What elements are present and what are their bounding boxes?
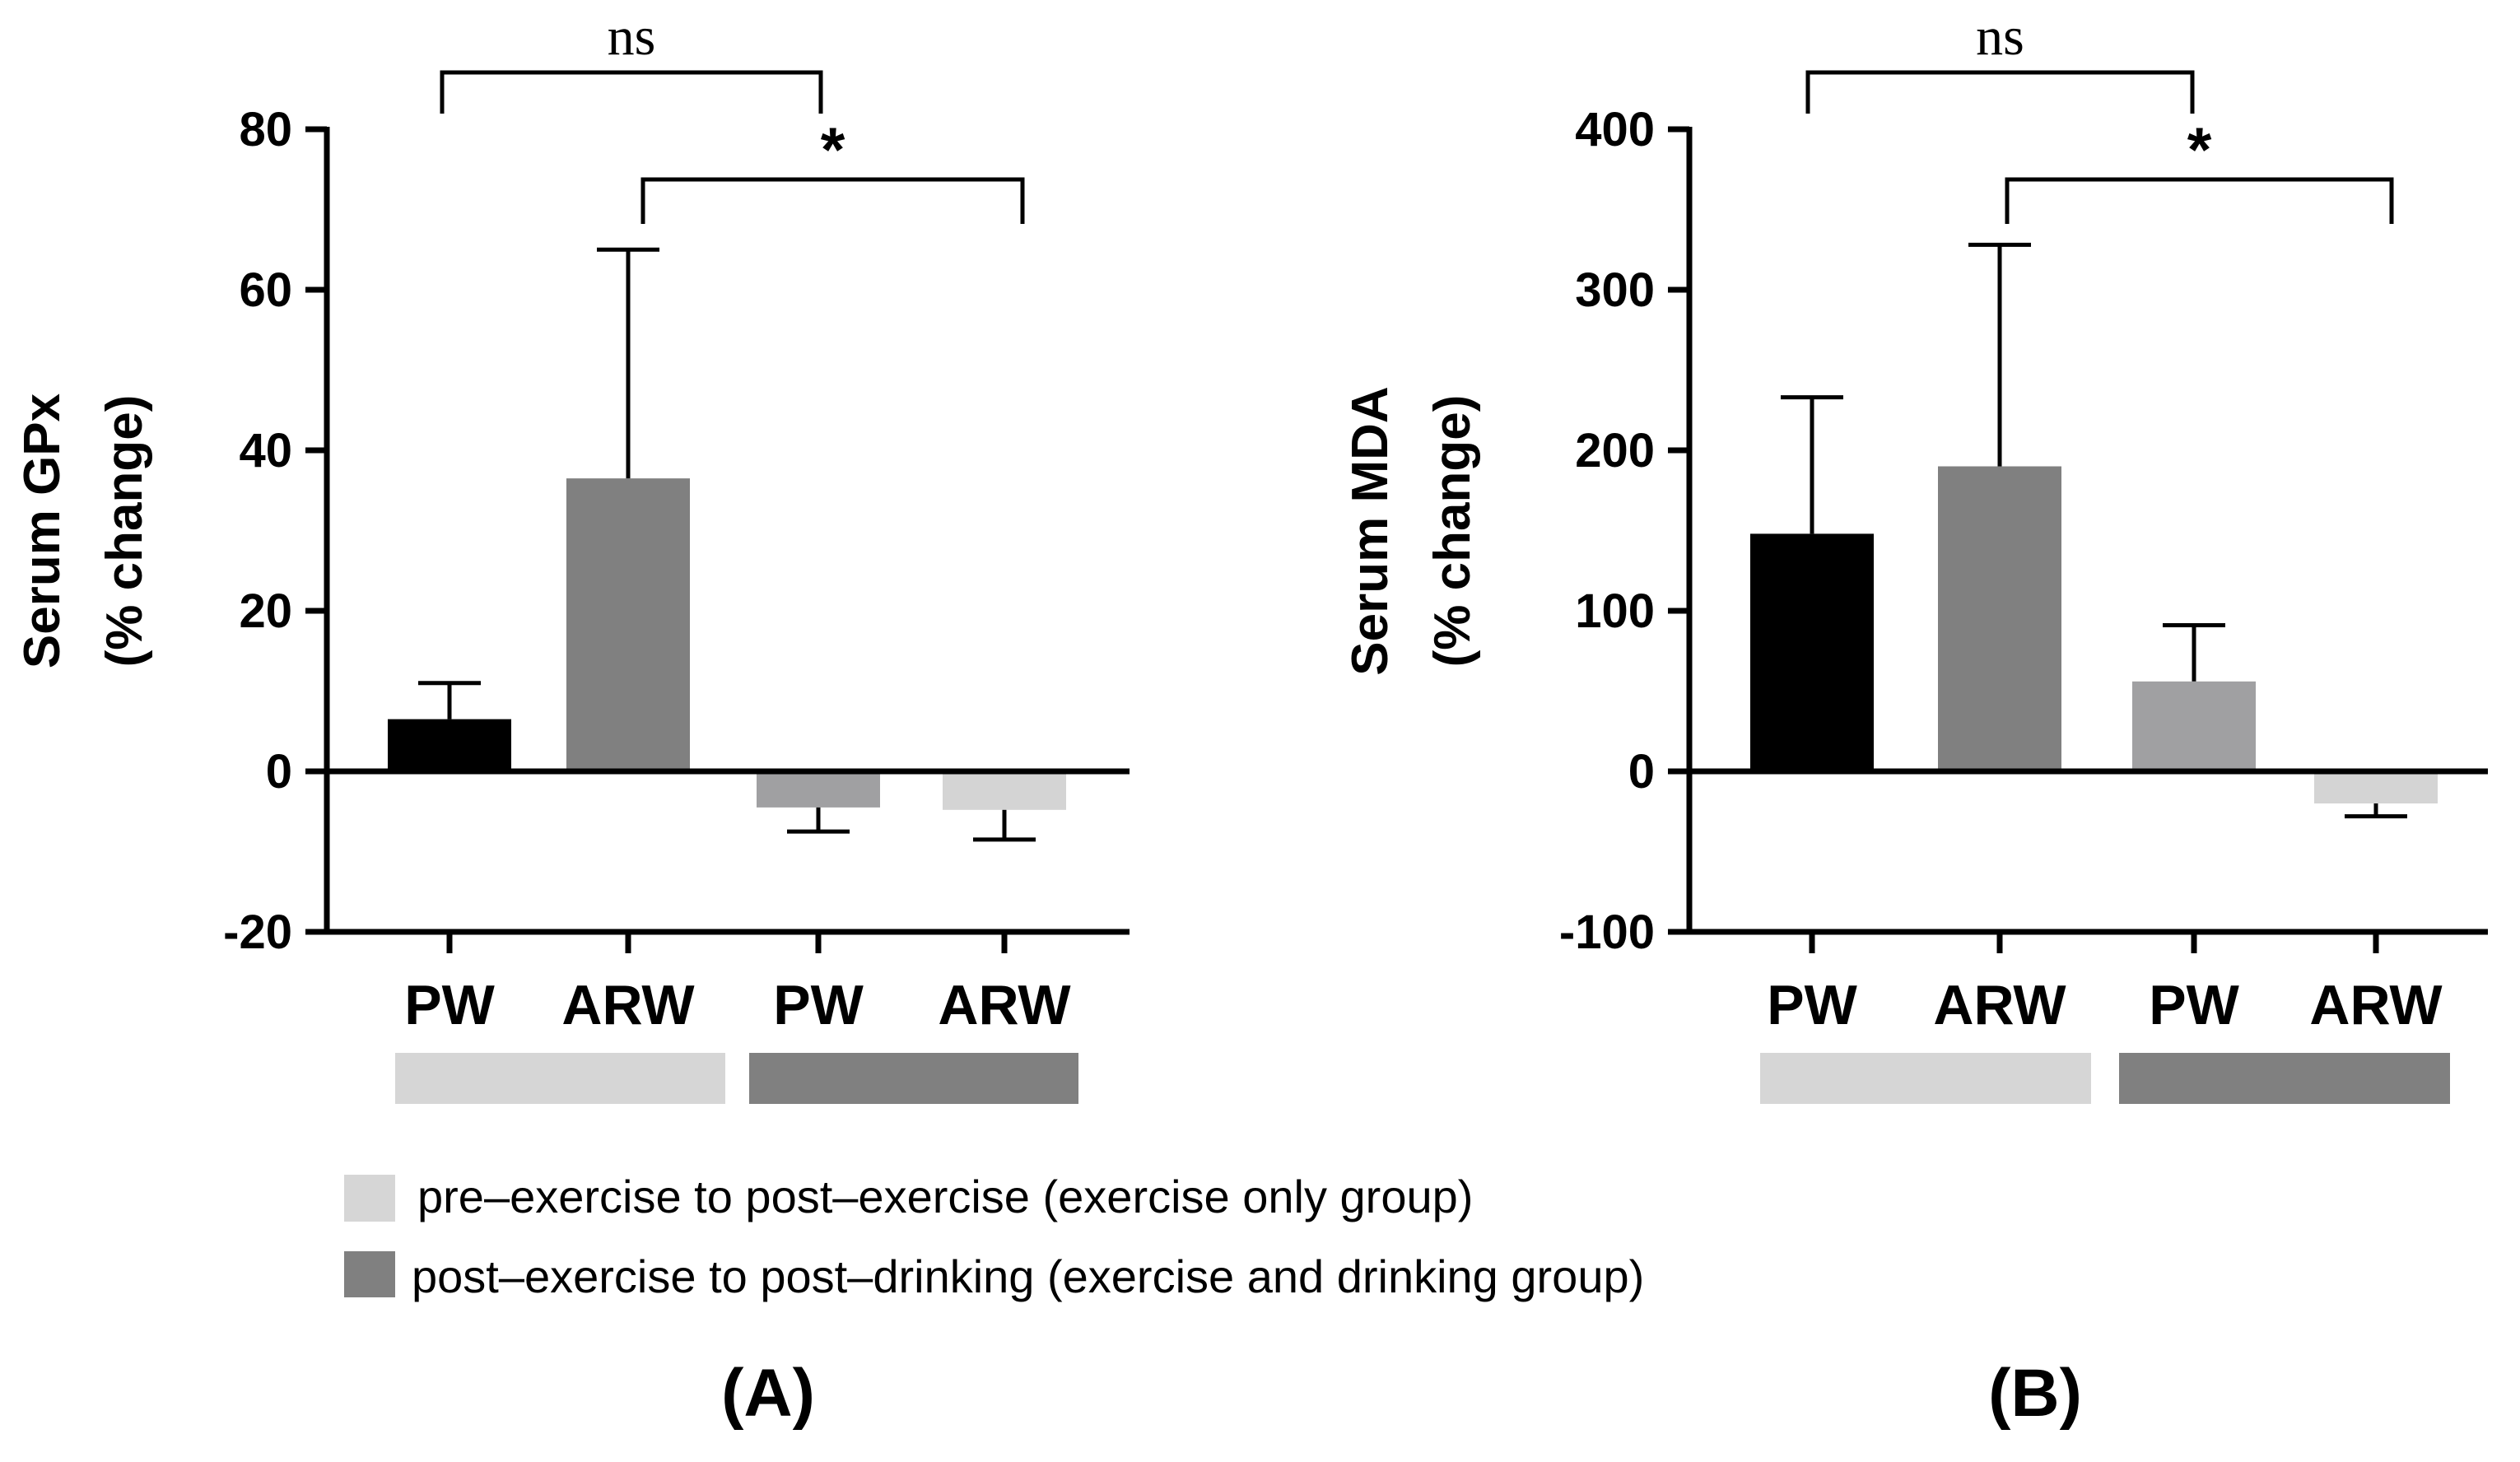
legend-swatch [344, 1251, 395, 1297]
bar [2314, 771, 2438, 803]
y-axis-label: (% change) [96, 395, 153, 668]
bar [1750, 533, 1874, 771]
significance-bracket [2005, 177, 2394, 224]
legend: pre–exercise to post–exercise (exercise … [344, 1171, 1644, 1302]
bar [2132, 681, 2256, 771]
y-tick-label: 60 [239, 263, 292, 317]
legend-swatch [344, 1175, 395, 1222]
x-tick-label: ARW [2309, 974, 2443, 1036]
bar [388, 719, 511, 771]
significance-label: ns [1976, 7, 2024, 67]
bar [757, 771, 880, 808]
legend-label: post–exercise to post–drinking (exercise… [412, 1250, 1644, 1302]
x-tick-label: PW [1767, 974, 1857, 1036]
significance-bracket [440, 70, 823, 114]
bar [566, 478, 690, 771]
x-tick-label: PW [773, 974, 864, 1036]
y-tick-label: 200 [1575, 424, 1655, 477]
panel-label: (A) [721, 1356, 815, 1431]
panel-label: (B) [1988, 1356, 2082, 1431]
bar [943, 771, 1066, 810]
y-tick-label: 40 [239, 424, 292, 477]
x-tick-label: ARW [938, 974, 1071, 1036]
group-band [395, 1053, 725, 1104]
y-tick-label: 0 [266, 745, 292, 799]
x-tick-label: ARW [561, 974, 695, 1036]
significance-label: * [821, 115, 845, 185]
group-band [2119, 1053, 2450, 1104]
x-tick-label: PW [2149, 974, 2239, 1036]
panel-a: -20 0 20 40 60 80 PW ARW PW ARW Serum GPx (% change… [14, 7, 1130, 1431]
legend-label: pre–exercise to post–exercise (exercise … [417, 1171, 1473, 1222]
y-tick-label: 400 [1575, 103, 1655, 156]
x-tick-label: PW [404, 974, 495, 1036]
panel-b: -100 0 100 200 300 400 PW ARW PW ARW Serum MDA (% c… [1342, 7, 2488, 1431]
y-tick-label: 20 [239, 584, 292, 638]
significance-bracket [1805, 70, 2195, 114]
bar [1938, 466, 2061, 771]
y-tick-label: 100 [1575, 584, 1655, 638]
significance-label: * [2187, 115, 2212, 185]
y-tick-label: 300 [1575, 263, 1655, 317]
x-tick-label: ARW [1933, 974, 2066, 1036]
y-tick-label: -20 [223, 906, 292, 959]
y-axis-label: Serum MDA [1342, 386, 1399, 675]
y-tick-label: -100 [1559, 906, 1655, 959]
y-tick-label: 80 [239, 103, 292, 156]
group-band [1760, 1053, 2091, 1104]
significance-label: ns [608, 7, 656, 67]
significance-bracket [640, 177, 1025, 224]
group-band [749, 1053, 1078, 1104]
y-axis-label: (% change) [1424, 395, 1481, 668]
y-tick-label: 0 [1628, 745, 1655, 799]
y-axis-label: Serum GPx [14, 393, 71, 668]
